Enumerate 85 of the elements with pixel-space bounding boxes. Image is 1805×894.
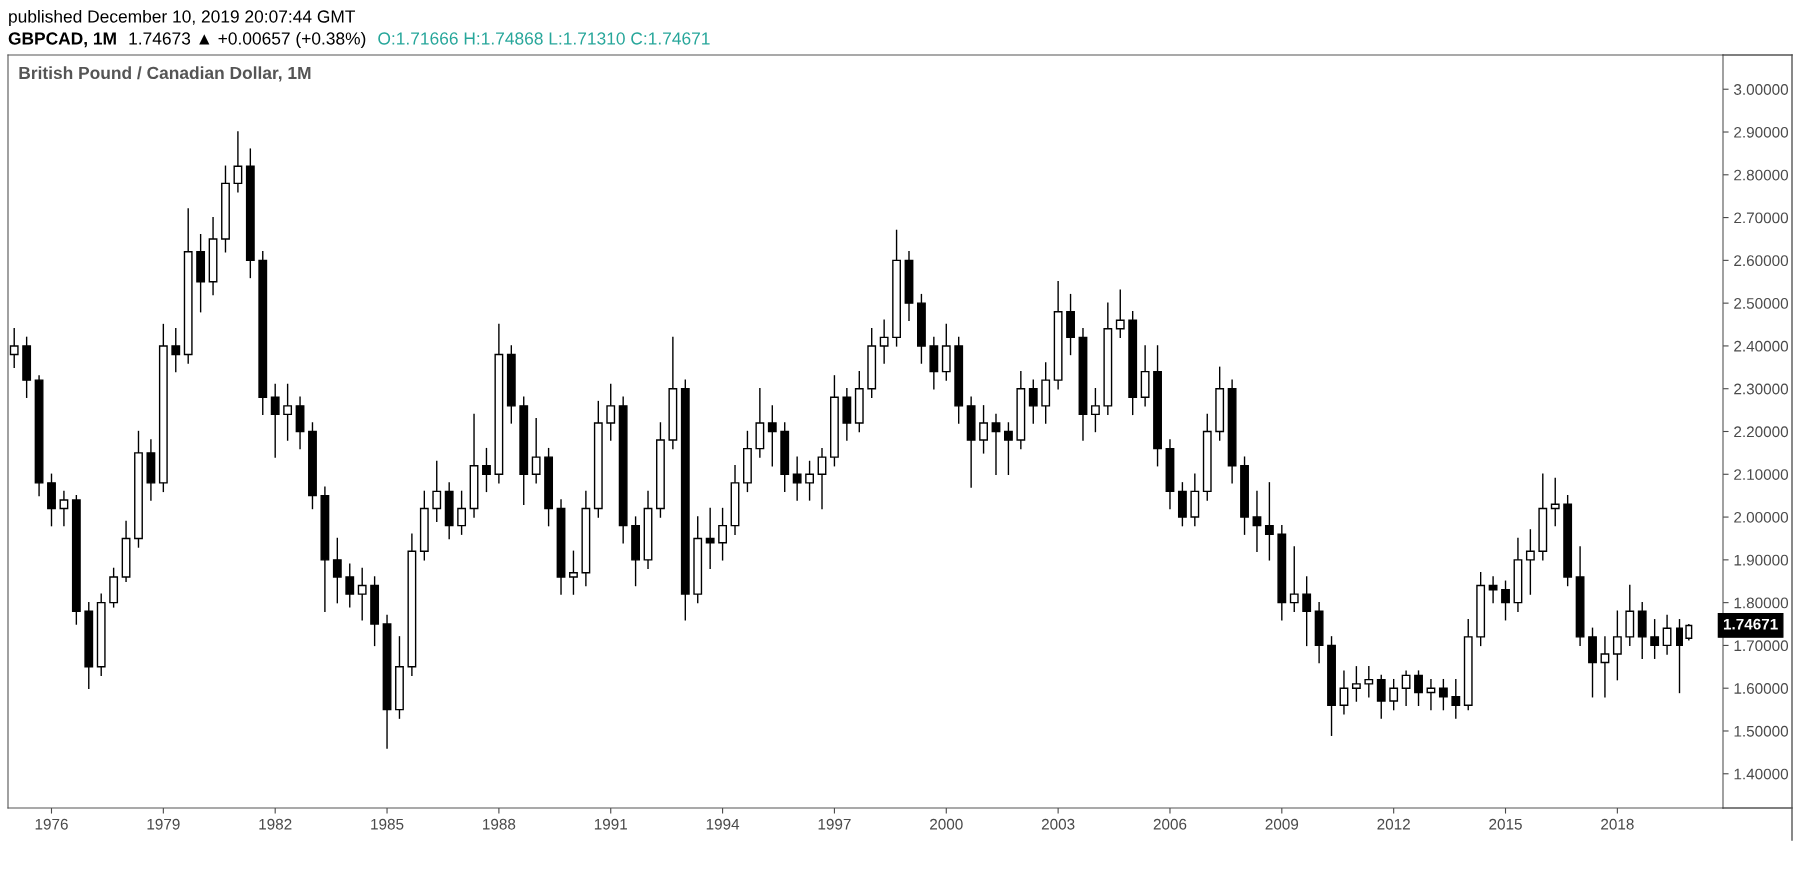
candlestick <box>9 328 19 369</box>
candlestick <box>432 460 442 523</box>
x-tick-label: 2003 <box>1041 818 1075 830</box>
text: 1.74673 ▲ +0.00657 (+0.38%) <box>129 31 366 49</box>
candlestick <box>457 490 467 535</box>
candlestick <box>1414 670 1423 707</box>
x-tick-label: 2009 <box>1265 818 1299 830</box>
x-tick-label: 2012 <box>1377 818 1410 830</box>
candlestick <box>1600 636 1610 698</box>
annotation: 1.74671 <box>1723 618 1778 630</box>
text: British Pound / Canadian Dollar, 1M <box>19 66 311 82</box>
candlestick <box>1501 580 1510 621</box>
candlestick <box>283 383 293 441</box>
y-tick-label: 2.60000 <box>1734 255 1789 267</box>
candlestick <box>817 447 827 510</box>
x-tick-label: 1976 <box>35 818 68 830</box>
candlestick <box>991 413 1001 475</box>
candlestick <box>357 567 367 621</box>
x-tick-label: 2018 <box>1601 818 1634 830</box>
candlestick <box>1650 619 1660 659</box>
x-tick-label: 1985 <box>371 818 404 830</box>
candlestick <box>1003 422 1013 475</box>
x-tick-label: 1982 <box>259 818 292 830</box>
candlestick <box>1028 379 1038 424</box>
x-tick-label: 1991 <box>594 818 627 830</box>
x-tick-label: 2000 <box>930 818 963 830</box>
candlestick <box>805 460 814 501</box>
candlestick <box>705 507 715 570</box>
candlestick <box>1612 610 1622 681</box>
candlestick <box>879 319 889 364</box>
y-tick-label: 1.40000 <box>1734 768 1789 780</box>
candlestick <box>270 383 280 458</box>
candlestick <box>1090 388 1100 433</box>
y-tick-label: 2.90000 <box>1734 126 1789 138</box>
candlestick <box>233 131 243 193</box>
candlestick <box>1550 477 1560 527</box>
candlestick <box>59 490 69 527</box>
x-tick-label: 1997 <box>818 818 851 830</box>
candlestick <box>1376 674 1386 719</box>
y-tick-label: 3.00000 <box>1734 84 1789 95</box>
x-tick-label: 1979 <box>147 818 180 830</box>
y-tick-label: 2.10000 <box>1734 469 1789 480</box>
candlestick <box>531 417 541 484</box>
y-tick-label: 1.60000 <box>1734 683 1789 694</box>
candlestick <box>1438 678 1448 711</box>
candlestick <box>1115 289 1125 339</box>
candlestick <box>569 550 578 595</box>
candlestick <box>482 447 491 493</box>
candlestick <box>1389 678 1399 711</box>
x-tick-label: 2015 <box>1489 818 1522 830</box>
candlestick <box>606 383 616 441</box>
candlestick <box>332 537 342 604</box>
y-tick-label: 2.50000 <box>1734 298 1789 309</box>
text: O:1.71666 H:1.74868 L:1.71310 C:1.74671 <box>378 32 710 45</box>
candlestick <box>1488 576 1498 604</box>
x-tick-label: 1988 <box>483 818 516 830</box>
candlestick <box>1289 546 1299 612</box>
y-tick-label: 2.20000 <box>1734 426 1789 438</box>
y-tick-label: 1.80000 <box>1734 597 1789 609</box>
candlestick <box>1252 490 1262 552</box>
y-tick-label: 2.80000 <box>1734 169 1789 181</box>
candlestick <box>767 405 777 467</box>
candlestick <box>1525 529 1535 595</box>
y-tick-label: 2.40000 <box>1734 340 1789 352</box>
candlestick <box>1451 678 1461 719</box>
candlestick <box>345 563 355 608</box>
text: published December 10, 2019 20:07:44 GMT <box>9 9 356 27</box>
text: GBPCAD, 1M <box>8 32 116 48</box>
y-tick-label: 1.90000 <box>1734 554 1789 566</box>
x-tick-label: 1994 <box>706 818 740 830</box>
y-tick-label: 2.30000 <box>1734 383 1789 395</box>
candlestick <box>171 328 181 373</box>
candlestick <box>1351 666 1361 702</box>
y-tick-label: 2.70000 <box>1734 212 1789 224</box>
candlestick <box>979 405 988 454</box>
x-tick-label: 2006 <box>1153 818 1187 830</box>
y-tick-label: 2.00000 <box>1734 511 1789 523</box>
candlestick <box>792 456 802 501</box>
y-tick-label: 1.70000 <box>1734 640 1789 652</box>
y-tick-label: 1.50000 <box>1734 725 1789 737</box>
candlestick <box>1401 670 1411 707</box>
candlestick <box>718 507 728 561</box>
candlestick <box>1264 482 1274 561</box>
candlestick <box>1364 666 1374 698</box>
candlestick <box>1302 576 1312 647</box>
